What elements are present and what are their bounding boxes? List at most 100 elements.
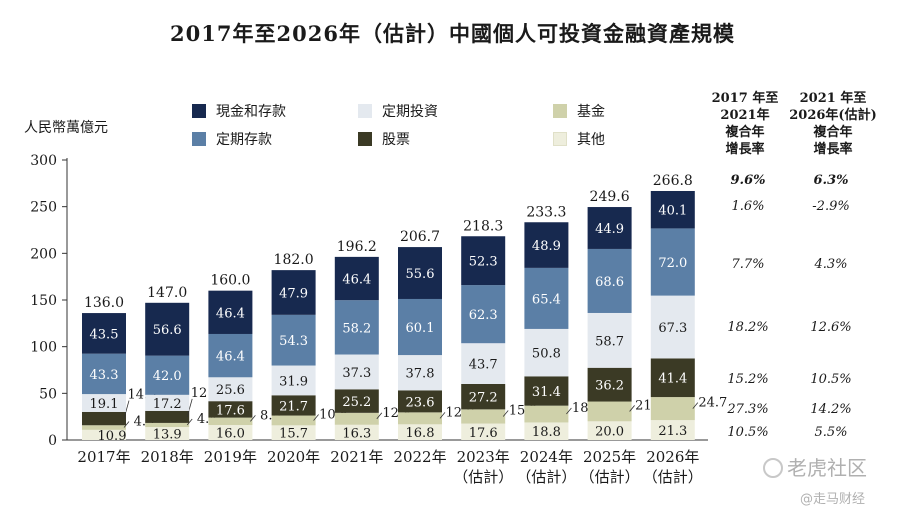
bar-segment-cash <box>334 256 379 301</box>
data-label-term-dep: 62.3 <box>469 308 498 323</box>
bar-segment-cash <box>145 302 190 356</box>
bar-segment-term-inv <box>208 377 253 402</box>
data-label-total: 249.6 <box>590 189 630 205</box>
bar-segment-term-dep <box>398 298 442 356</box>
cagr-other-2021-2026: 5.5% <box>814 425 848 440</box>
data-label-term-dep: 42.0 <box>153 369 182 384</box>
data-label-other: 20.0 <box>595 425 624 440</box>
data-label-term-inv: 67.3 <box>658 321 687 336</box>
watermark-text: 老虎社区 <box>787 456 867 480</box>
leader-line <box>502 410 509 417</box>
legend-swatch-term-investment <box>358 104 372 118</box>
data-label-term-inv: 37.8 <box>406 367 435 382</box>
y-tick-label: 250 <box>30 200 57 216</box>
data-label-term-dep: 65.4 <box>532 292 561 307</box>
data-label-other: 16.3 <box>342 426 371 441</box>
bar-segment-term-dep <box>271 314 316 366</box>
leader-line <box>123 400 130 419</box>
x-tick-label: 2018年 <box>141 448 194 466</box>
data-label-stock: 31.4 <box>532 385 561 400</box>
legend-item-other: 其他 <box>553 129 605 149</box>
legend-label-term-deposit: 定期存款 <box>216 132 272 148</box>
bar-segment-other <box>398 424 442 440</box>
data-label-cash: 46.4 <box>342 273 371 288</box>
bar-segment-term-inv <box>271 365 316 396</box>
data-label-fund: 24.7 <box>698 396 727 411</box>
data-label-term-dep: 54.3 <box>279 334 308 349</box>
bar-segment-fund <box>82 425 126 430</box>
data-label-other: 13.9 <box>153 428 182 443</box>
bar-segment-term-inv <box>82 394 126 412</box>
bar-segment-fund <box>145 422 190 428</box>
data-label-other: 18.8 <box>532 425 561 440</box>
data-label-total: 206.7 <box>400 229 440 245</box>
leader-line <box>186 398 193 418</box>
bar-segment-other <box>587 421 632 440</box>
x-tick-label: （估計） <box>643 468 703 486</box>
cagr-term-investment-2021-2026: 12.6% <box>810 320 852 335</box>
bar-segment-other <box>650 420 695 440</box>
data-label-cash: 40.1 <box>658 204 687 219</box>
legend-item-term-investment: 定期投資 <box>358 101 438 121</box>
legend-swatch-other <box>553 132 567 146</box>
data-label-other: 16.8 <box>406 426 435 441</box>
bar-segment-stock <box>650 358 695 398</box>
bar-segment-term-dep <box>334 300 379 355</box>
bar-segment-term-inv <box>587 312 632 368</box>
bar-segment-other <box>208 425 253 440</box>
bar-segment-term-dep <box>461 285 506 344</box>
cagr-header-line: 2021 年至 <box>799 91 867 106</box>
bar-segment-other <box>461 423 506 440</box>
legend-item-term-deposit: 定期存款 <box>192 129 272 149</box>
cagr-other-2017-2021: 10.5% <box>727 425 769 440</box>
x-tick-label: （估計） <box>580 468 640 486</box>
leader-line <box>566 407 572 415</box>
data-label-cash: 52.3 <box>469 255 498 270</box>
data-label-cash: 56.6 <box>153 323 182 338</box>
cagr-header-2017-2021: 2017 年至 2021年 複合年 增長率 <box>705 90 785 158</box>
bar-segment-fund <box>650 397 695 421</box>
data-label-total: 233.3 <box>526 204 566 220</box>
bar-segment-stock <box>82 411 126 426</box>
leader-line <box>692 402 699 409</box>
y-tick-label: 200 <box>30 246 57 262</box>
x-tick-label: 2026年 <box>646 448 699 466</box>
x-tick-label: 2023年 <box>457 448 510 466</box>
x-tick-label: （估計） <box>453 468 513 486</box>
x-tick-label: 2017年 <box>77 448 130 466</box>
legend-item-cash: 現金和存款 <box>192 101 286 121</box>
data-label-term-inv: 50.8 <box>532 347 561 362</box>
data-label-term-inv: 31.9 <box>279 374 308 389</box>
bar-segment-term-dep <box>587 248 632 313</box>
bar-segment-stock <box>524 376 569 406</box>
x-tick-label: 2025年 <box>583 448 636 466</box>
data-label-other: 10.9 <box>98 429 127 444</box>
cagr-header-line: 2026年(估計) <box>789 108 877 123</box>
legend-label-term-investment: 定期投資 <box>382 104 438 120</box>
bar-segment-cash <box>524 222 569 268</box>
legend-swatch-stock <box>358 132 372 146</box>
cagr-fund-2021-2026: 14.2% <box>810 402 852 417</box>
bar-segment-fund <box>398 412 442 425</box>
data-label-total: 196.2 <box>337 239 377 255</box>
cagr-header-line: 增長率 <box>725 142 765 157</box>
x-tick-label: 2020年 <box>267 448 320 466</box>
bar-segment-stock <box>145 410 190 423</box>
bar-segment-cash <box>82 313 126 354</box>
bar-segment-cash <box>461 236 506 286</box>
data-label-term-inv: 19.1 <box>90 397 119 412</box>
cagr-term-investment-2017-2021: 18.2% <box>727 320 769 335</box>
leader-line <box>250 415 256 422</box>
x-tick-label: 2021年 <box>330 448 383 466</box>
data-label-term-inv: 37.3 <box>342 366 371 381</box>
leader-line <box>629 405 635 412</box>
bar-segment-term-inv <box>334 354 379 390</box>
data-label-stock: 23.6 <box>406 395 435 410</box>
cagr-header-line: 2021年 <box>720 108 770 123</box>
bar-segment-term-inv <box>524 328 569 377</box>
watermark-tiger-community: 老虎社区 <box>763 452 867 481</box>
x-tick-label: （估計） <box>516 468 576 486</box>
leader-line <box>313 414 319 421</box>
cagr-total-2021-2026: 6.3% <box>813 173 849 188</box>
cagr-header-line: 複合年 <box>813 125 853 140</box>
